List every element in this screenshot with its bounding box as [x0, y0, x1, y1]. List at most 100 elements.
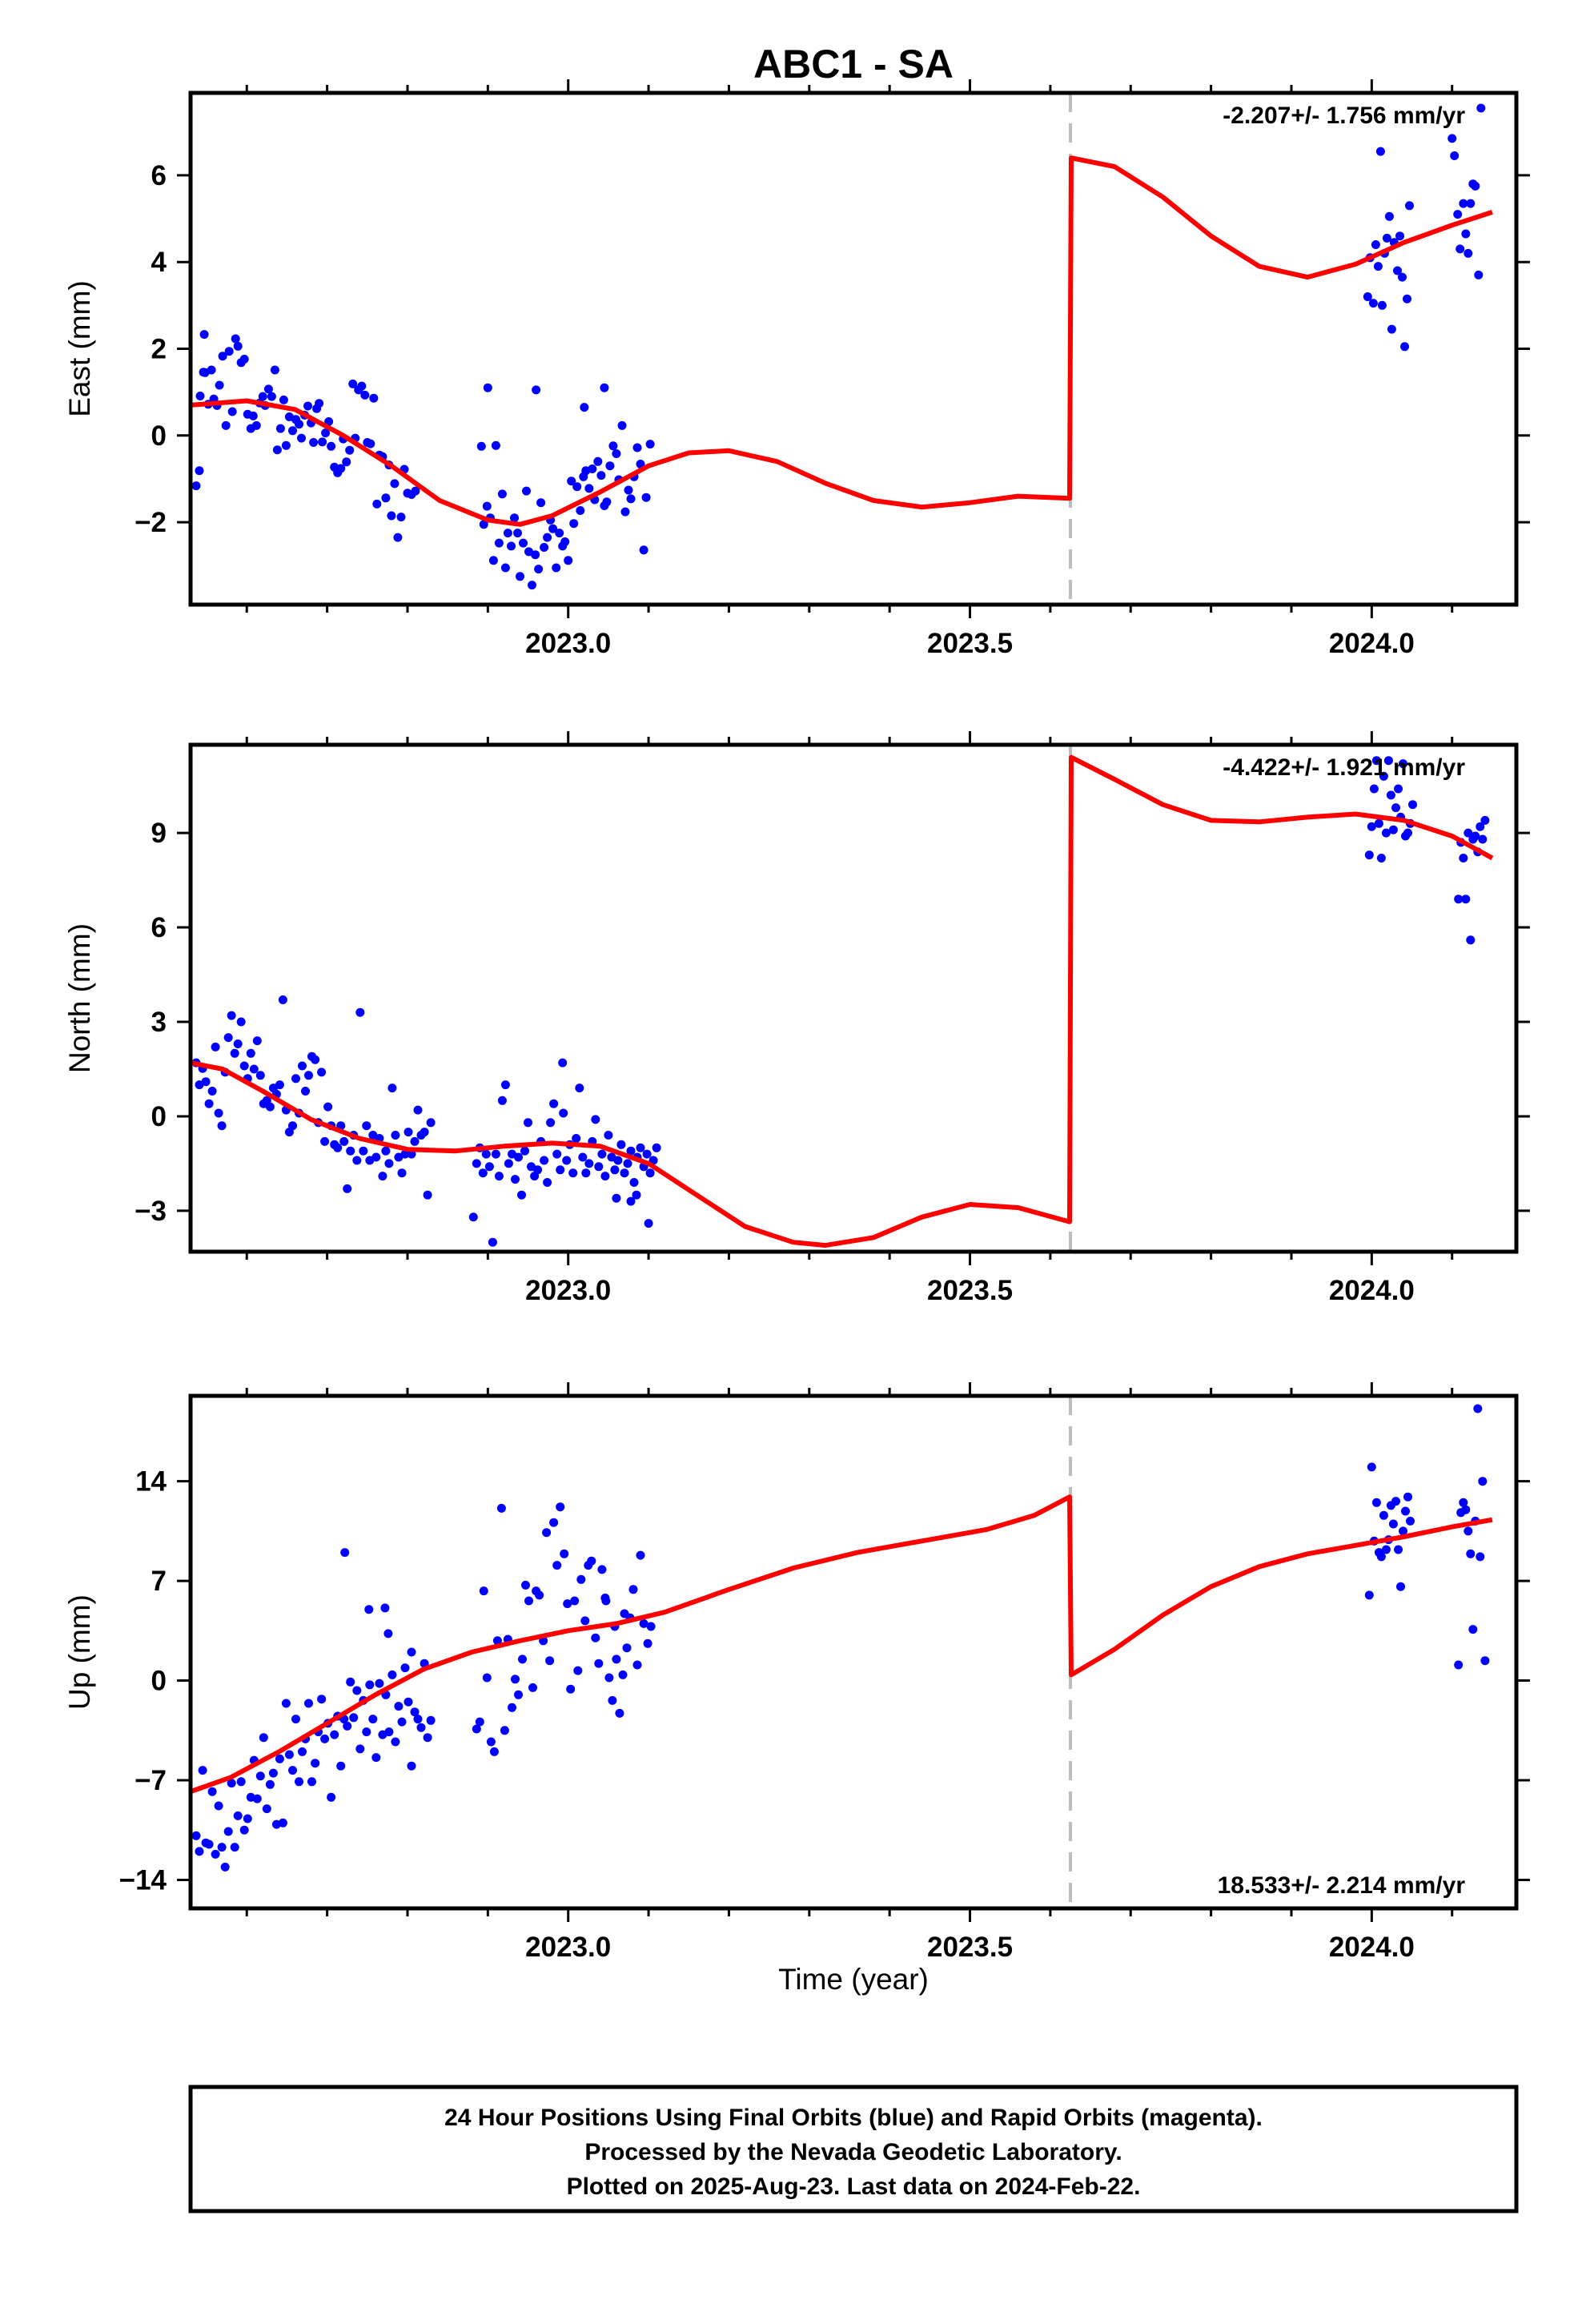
- east-data-point: [555, 529, 564, 538]
- north-data-point: [1471, 831, 1480, 841]
- north-data-point: [211, 1042, 220, 1051]
- east-y-tick-label: 0: [151, 420, 167, 452]
- east-model-line: [191, 155, 1493, 527]
- east-data-point: [534, 565, 544, 574]
- up-data-point: [355, 1744, 365, 1754]
- north-data-point: [275, 1080, 284, 1090]
- north-data-point: [236, 1017, 246, 1027]
- up-data-point: [620, 1609, 629, 1618]
- east-data-point: [567, 476, 576, 486]
- east-data-point: [596, 471, 606, 480]
- north-y-tick-label: −3: [135, 1196, 167, 1227]
- east-data-point: [315, 399, 324, 408]
- up-data-point: [560, 1549, 569, 1558]
- north-data-point: [1371, 756, 1381, 766]
- east-data-point: [195, 392, 205, 400]
- up-data-point: [288, 1766, 297, 1775]
- north-data-point: [230, 1048, 239, 1058]
- east-data-point: [224, 347, 234, 356]
- up-data-point: [291, 1715, 300, 1724]
- up-data-point: [556, 1502, 565, 1512]
- east-data-point: [1403, 294, 1411, 304]
- up-data-point: [639, 1618, 648, 1628]
- up-data-point: [1459, 1498, 1468, 1507]
- north-data-point: [346, 1146, 355, 1156]
- east-data-point: [1398, 272, 1407, 282]
- up-data-point: [343, 1721, 352, 1731]
- north-data-point: [594, 1162, 604, 1172]
- east-data-point: [488, 556, 498, 565]
- east-data-point: [369, 393, 379, 403]
- up-data-point: [317, 1695, 327, 1704]
- north-data-point: [265, 1102, 275, 1112]
- north-data-point: [472, 1159, 481, 1168]
- east-data-point: [233, 341, 243, 351]
- panel-up: 2023.0 2023.5 2024.0 −14 −7 0 7 14 Up (mm) 18.533…: [63, 1382, 1530, 1963]
- east-data-point: [390, 479, 400, 489]
- up-data-point: [542, 1528, 552, 1538]
- up-data-point: [1461, 1505, 1471, 1514]
- east-data-point: [1471, 181, 1480, 191]
- north-data-point: [645, 1168, 655, 1178]
- up-data-point: [643, 1638, 652, 1648]
- east-data-point: [584, 484, 594, 493]
- north-data-point: [371, 1152, 381, 1162]
- north-data-point: [575, 1084, 584, 1093]
- east-data-point: [1384, 211, 1394, 221]
- north-data-point: [239, 1061, 249, 1071]
- north-data-point: [497, 1096, 507, 1105]
- up-data-point: [404, 1697, 413, 1707]
- north-data-point: [249, 1064, 259, 1074]
- east-data-point: [207, 365, 216, 375]
- up-data-point: [340, 1548, 350, 1558]
- east-data-point: [641, 493, 651, 502]
- up-data-point: [233, 1811, 243, 1820]
- north-data-point: [1394, 784, 1403, 794]
- north-data-point: [644, 1219, 653, 1228]
- east-data-point: [503, 529, 512, 538]
- east-data-point: [548, 524, 558, 533]
- east-data-point: [215, 380, 224, 390]
- north-y-tick-label: 3: [151, 1007, 167, 1038]
- up-data-point: [239, 1825, 249, 1835]
- east-data-point: [483, 383, 492, 392]
- up-data-point: [1476, 1552, 1485, 1562]
- north-data-point: [420, 1128, 429, 1137]
- x-axis-label: Time (year): [778, 1963, 929, 1996]
- north-frame: [188, 742, 1519, 1254]
- east-data-point: [309, 438, 319, 447]
- up-data-point: [1371, 1498, 1381, 1507]
- up-data-point: [1466, 1549, 1476, 1558]
- north-data-point: [626, 1196, 636, 1206]
- up-data-point: [597, 1565, 607, 1574]
- north-data-point: [549, 1099, 559, 1108]
- north-data-point: [1476, 822, 1485, 831]
- up-data-point: [268, 1768, 278, 1778]
- north-data-point: [584, 1159, 594, 1168]
- east-data-point: [632, 443, 642, 452]
- up-frame: [188, 1393, 1519, 1911]
- east-data-point: [1387, 324, 1396, 334]
- east-data-point: [1450, 151, 1460, 160]
- up-data-point: [594, 1659, 604, 1668]
- up-data-point: [1403, 1492, 1412, 1502]
- east-data-point: [476, 441, 486, 451]
- up-data-point: [320, 1734, 330, 1743]
- east-data-point: [513, 529, 522, 538]
- north-data-point: [652, 1143, 661, 1152]
- east-data-point: [195, 466, 204, 476]
- north-data-point: [612, 1193, 621, 1203]
- east-y-tick-label: −2: [135, 507, 167, 538]
- east-x-tick-label: 2024.0: [1329, 628, 1415, 659]
- east-data-point: [1368, 299, 1378, 308]
- north-data-point: [298, 1061, 307, 1071]
- east-data-point: [297, 433, 306, 443]
- north-data-point: [233, 1039, 243, 1048]
- east-data-point: [279, 395, 288, 404]
- east-data-point: [482, 501, 492, 511]
- up-x-tick-label: 2023.0: [525, 1932, 611, 1963]
- north-data-point: [381, 1146, 391, 1156]
- east-data-point: [1400, 342, 1409, 352]
- up-data-point: [207, 1787, 217, 1796]
- up-data-point: [482, 1673, 492, 1683]
